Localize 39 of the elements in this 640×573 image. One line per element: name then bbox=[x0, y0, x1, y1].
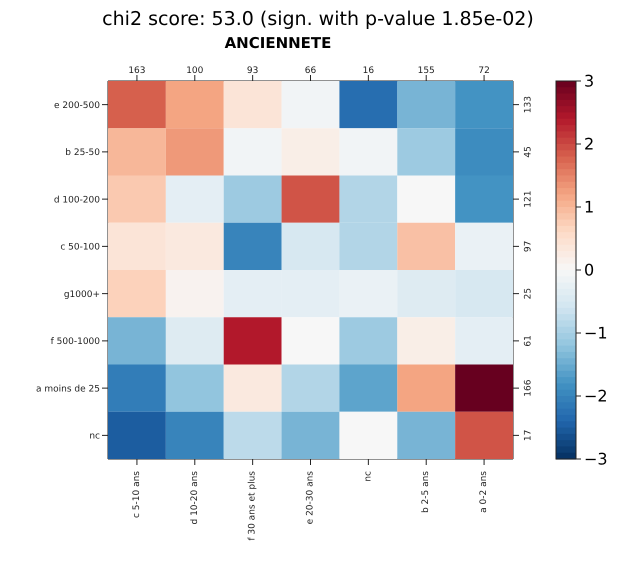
text: 72 bbox=[478, 66, 490, 76]
color-bar-label: −3 bbox=[584, 450, 608, 468]
y2-tick-label: 133 bbox=[524, 96, 534, 114]
text: 155 bbox=[418, 66, 435, 76]
y-tick-label: g1000+ bbox=[64, 290, 100, 300]
y2-tick-label: 45 bbox=[524, 146, 534, 158]
chart-subtitle: ANCIENNETE bbox=[224, 34, 332, 54]
color-bar-label: 3 bbox=[584, 72, 594, 90]
text: 66 bbox=[304, 66, 316, 76]
x-tick-label: nc bbox=[363, 470, 374, 482]
color-bar-label: −2 bbox=[584, 386, 608, 406]
y2-tick-label: 97 bbox=[524, 240, 534, 252]
y2-tick-label: 166 bbox=[524, 379, 534, 397]
chart-title: chi2 score: 53.0 (sign. with p-value 1.85e-02) bbox=[101, 8, 535, 32]
y-tick-label: f 500-1000 bbox=[50, 337, 100, 348]
color-bar-label: 2 bbox=[584, 134, 594, 154]
y-tick-label: b 25-50 bbox=[65, 148, 100, 158]
x-tick-label: a 0-2 ans bbox=[479, 470, 490, 513]
color-bar-label: 1 bbox=[584, 198, 594, 216]
text: 16 bbox=[362, 66, 374, 76]
color-bar-label: −1 bbox=[584, 324, 608, 342]
y-tick-label: a moins de 25 bbox=[36, 384, 100, 394]
text: 100 bbox=[186, 66, 204, 76]
y2-tick-label: 17 bbox=[524, 430, 534, 442]
text: 93 bbox=[246, 66, 258, 76]
x-tick-label: b 2-5 ans bbox=[421, 470, 432, 514]
x-tick-label: f 30 ans et plus bbox=[248, 470, 258, 541]
x-tick-label: e 20-30 ans bbox=[306, 470, 316, 524]
y2-tick-label: 61 bbox=[524, 335, 534, 347]
y2-tick-label: 25 bbox=[524, 288, 534, 300]
text: 163 bbox=[128, 66, 146, 76]
x-tick-label: c 5-10 ans bbox=[132, 470, 142, 518]
y-tick-label: e 200-500 bbox=[54, 100, 100, 111]
y2-tick-label: 121 bbox=[524, 190, 534, 208]
x-tick-label: d 10-20 ans bbox=[190, 470, 200, 524]
y-tick-label: nc bbox=[89, 432, 100, 442]
y-tick-label: d 100-200 bbox=[54, 195, 100, 206]
color-bar-label: 0 bbox=[584, 260, 594, 280]
y-tick-label: c 50-100 bbox=[60, 242, 100, 253]
